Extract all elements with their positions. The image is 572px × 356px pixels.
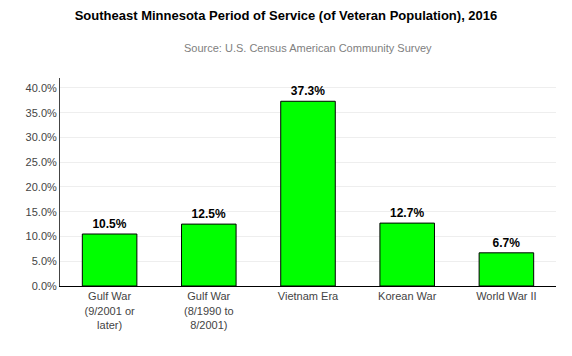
svg-text:Source: U.S. Census American C: Source: U.S. Census American Community S… bbox=[184, 42, 432, 54]
svg-text:10.5%: 10.5% bbox=[92, 217, 126, 231]
svg-text:30.0%: 30.0% bbox=[26, 131, 57, 143]
svg-text:Gulf War(8/1990 to8/2001): Gulf War(8/1990 to8/2001) bbox=[184, 290, 234, 331]
svg-text:35.0%: 35.0% bbox=[26, 107, 57, 119]
svg-text:0.0%: 0.0% bbox=[32, 280, 57, 292]
svg-text:12.7%: 12.7% bbox=[390, 206, 424, 220]
svg-text:10.0%: 10.0% bbox=[26, 230, 57, 242]
svg-text:6.7%: 6.7% bbox=[493, 236, 521, 250]
svg-text:5.0%: 5.0% bbox=[32, 255, 57, 267]
svg-text:25.0%: 25.0% bbox=[26, 156, 57, 168]
svg-text:Gulf War(9/2001 orlater): Gulf War(9/2001 orlater) bbox=[85, 290, 135, 331]
svg-text:20.0%: 20.0% bbox=[26, 181, 57, 193]
svg-text:15.0%: 15.0% bbox=[26, 206, 57, 218]
svg-text:World War II: World War II bbox=[476, 290, 537, 302]
svg-text:37.3%: 37.3% bbox=[291, 84, 325, 98]
svg-text:Southeast Minnesota Period of: Southeast Minnesota Period of Service (o… bbox=[75, 8, 498, 23]
svg-text:12.5%: 12.5% bbox=[192, 207, 226, 221]
svg-text:40.0%: 40.0% bbox=[26, 82, 57, 94]
svg-text:Vietnam Era: Vietnam Era bbox=[278, 290, 339, 302]
svg-text:Korean War: Korean War bbox=[378, 290, 437, 302]
